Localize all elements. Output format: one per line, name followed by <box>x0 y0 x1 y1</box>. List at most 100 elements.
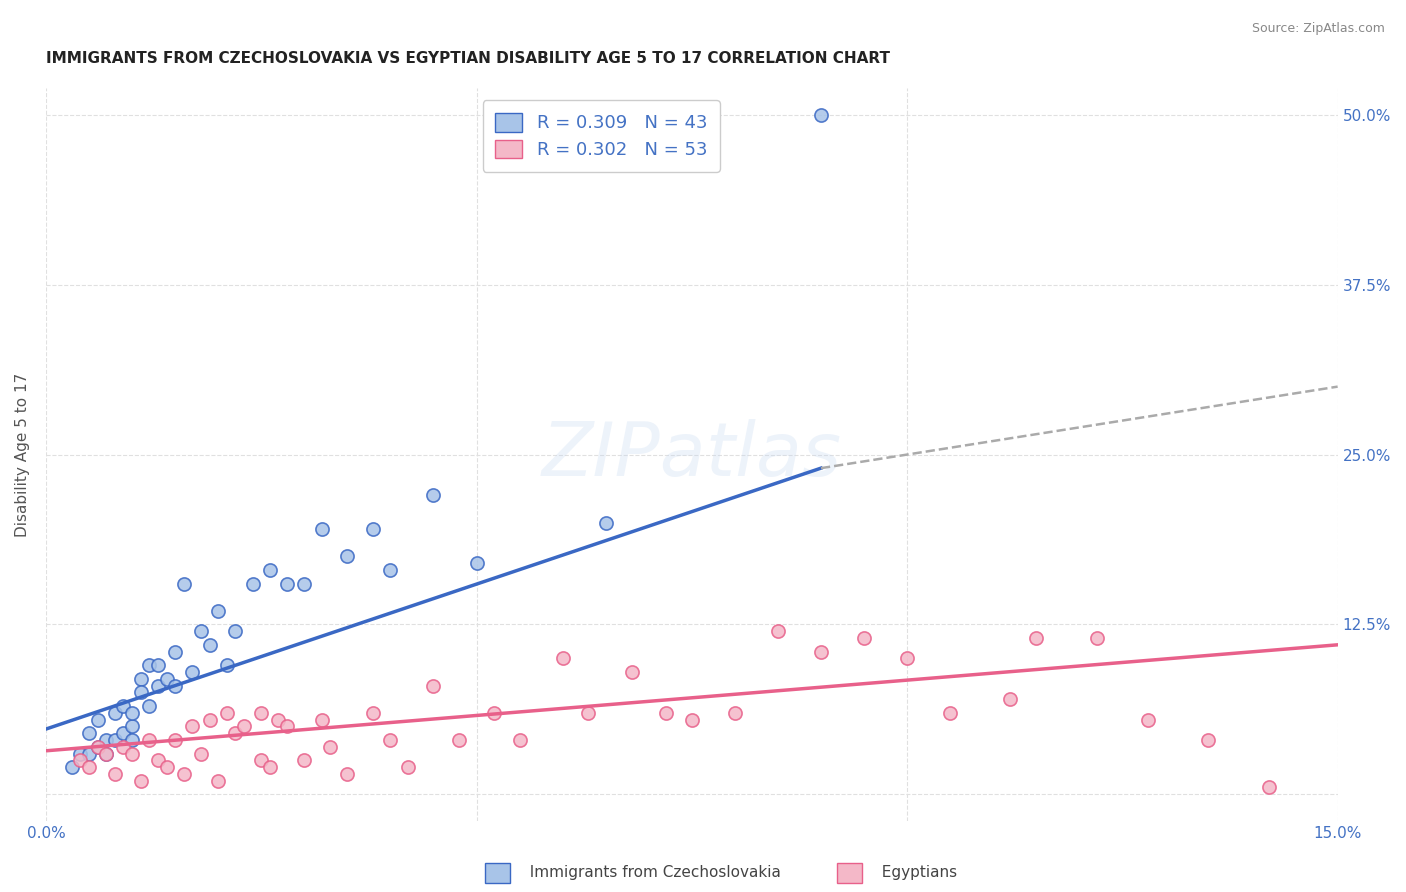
Point <box>165 644 187 658</box>
Point <box>96 747 118 761</box>
Point <box>250 706 273 720</box>
Point <box>939 706 962 720</box>
Point <box>112 726 135 740</box>
Point <box>336 549 359 564</box>
Point <box>165 679 187 693</box>
Point <box>104 767 127 781</box>
Point <box>422 488 444 502</box>
Point <box>292 576 315 591</box>
Point <box>655 706 678 720</box>
Point <box>60 760 83 774</box>
Point <box>276 576 298 591</box>
Point <box>181 665 204 679</box>
Point <box>578 706 600 720</box>
Y-axis label: Disability Age 5 to 17: Disability Age 5 to 17 <box>15 373 30 537</box>
Point <box>224 726 246 740</box>
Point <box>112 698 135 713</box>
Point <box>69 753 91 767</box>
Point <box>1137 713 1160 727</box>
Point <box>681 713 703 727</box>
Point <box>138 733 160 747</box>
Point <box>267 713 290 727</box>
Point <box>104 733 127 747</box>
Point <box>121 747 143 761</box>
Point <box>319 739 342 754</box>
Point <box>86 739 108 754</box>
Point <box>595 516 617 530</box>
Text: Egyptians: Egyptians <box>872 865 957 880</box>
Point <box>311 522 333 536</box>
Point <box>361 706 384 720</box>
Point <box>181 719 204 733</box>
Point <box>766 624 789 639</box>
Point <box>259 760 281 774</box>
Point <box>551 651 574 665</box>
Point <box>422 679 444 693</box>
Point <box>77 726 100 740</box>
Point <box>173 767 195 781</box>
Point <box>292 753 315 767</box>
Text: ZIPatlas: ZIPatlas <box>541 418 842 491</box>
Point <box>129 685 152 699</box>
Point <box>853 631 876 645</box>
Point <box>250 753 273 767</box>
Point <box>1000 692 1022 706</box>
Point <box>146 679 169 693</box>
Point <box>242 576 264 591</box>
Point <box>1198 733 1220 747</box>
Point <box>233 719 256 733</box>
Point <box>311 713 333 727</box>
Point <box>69 747 91 761</box>
Point <box>96 733 118 747</box>
Point <box>396 760 419 774</box>
Point <box>129 773 152 788</box>
Point <box>96 747 118 761</box>
Point <box>77 747 100 761</box>
Point <box>336 767 359 781</box>
Text: Immigrants from Czechoslovakia: Immigrants from Czechoslovakia <box>520 865 782 880</box>
Point <box>146 753 169 767</box>
Point <box>207 773 229 788</box>
Point <box>86 713 108 727</box>
Point <box>121 719 143 733</box>
Point <box>190 747 212 761</box>
Legend: R = 0.309   N = 43, R = 0.302   N = 53: R = 0.309 N = 43, R = 0.302 N = 53 <box>482 101 720 171</box>
Point <box>198 713 221 727</box>
Point <box>77 760 100 774</box>
Point <box>224 624 246 639</box>
Point <box>207 604 229 618</box>
Point <box>810 108 832 122</box>
Point <box>86 739 108 754</box>
Point <box>165 733 187 747</box>
Point <box>259 563 281 577</box>
Point <box>146 658 169 673</box>
Point <box>449 733 471 747</box>
Point <box>276 719 298 733</box>
Point <box>138 698 160 713</box>
Point <box>173 576 195 591</box>
Text: IMMIGRANTS FROM CZECHOSLOVAKIA VS EGYPTIAN DISABILITY AGE 5 TO 17 CORRELATION CH: IMMIGRANTS FROM CZECHOSLOVAKIA VS EGYPTI… <box>46 51 890 66</box>
Point <box>1257 780 1279 795</box>
Point <box>155 672 177 686</box>
Point <box>104 706 127 720</box>
Point <box>121 706 143 720</box>
Point <box>482 706 505 720</box>
Point <box>810 644 832 658</box>
Point <box>215 706 238 720</box>
Point <box>380 733 402 747</box>
Point <box>896 651 918 665</box>
Point <box>361 522 384 536</box>
Point <box>112 739 135 754</box>
Point <box>155 760 177 774</box>
Point <box>509 733 531 747</box>
Point <box>620 665 643 679</box>
Point <box>121 733 143 747</box>
Text: Source: ZipAtlas.com: Source: ZipAtlas.com <box>1251 22 1385 36</box>
Point <box>138 658 160 673</box>
Point <box>129 672 152 686</box>
Point <box>1085 631 1108 645</box>
Point <box>1025 631 1047 645</box>
Point <box>724 706 747 720</box>
Point <box>380 563 402 577</box>
Point <box>198 638 221 652</box>
